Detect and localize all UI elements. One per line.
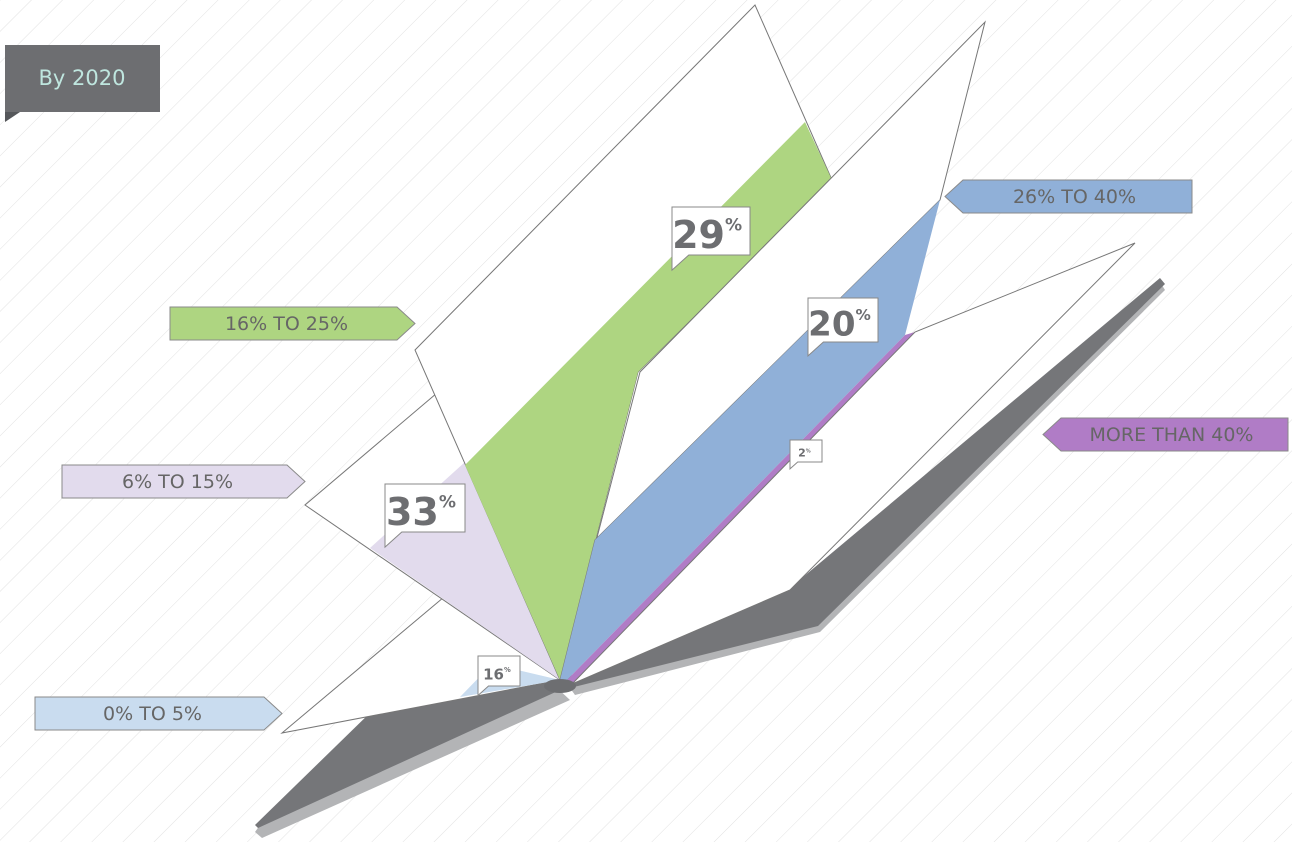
category-tag bbox=[1042, 417, 1289, 452]
value-unit: % bbox=[504, 666, 511, 674]
spine bbox=[544, 679, 576, 693]
category-label: 16% TO 25% bbox=[225, 313, 348, 335]
category-tag bbox=[61, 464, 306, 499]
badge bbox=[5, 45, 160, 112]
category-label: 0% TO 5% bbox=[103, 703, 202, 725]
value-label: 16% bbox=[483, 665, 511, 683]
labels: 0% TO 5% 6% TO 15% 16% TO 25% 26% TO 40% MOR… bbox=[34, 179, 1289, 731]
value-label: 33% bbox=[386, 489, 456, 533]
category-label: 26% TO 40% bbox=[1013, 186, 1136, 208]
value-unit: % bbox=[856, 306, 871, 324]
category-label: 6% TO 15% bbox=[122, 471, 233, 493]
value-number: 2 bbox=[798, 447, 806, 460]
value-number: 20 bbox=[808, 304, 855, 344]
value-unit: % bbox=[725, 215, 742, 235]
category-label: MORE THAN 40% bbox=[1090, 424, 1254, 446]
value-callout bbox=[384, 483, 466, 549]
value-unit: % bbox=[439, 492, 456, 512]
value-number: 29 bbox=[672, 212, 725, 256]
category-tag bbox=[34, 696, 283, 731]
value-callout bbox=[477, 655, 521, 697]
value-label: 2% bbox=[798, 447, 811, 460]
category-tag bbox=[169, 306, 416, 341]
wedge bbox=[565, 332, 915, 684]
value-callout bbox=[807, 297, 879, 357]
category-tag bbox=[944, 179, 1193, 214]
value-callout bbox=[789, 439, 823, 471]
value-number: 16 bbox=[483, 665, 504, 683]
value-label: 29% bbox=[672, 212, 742, 256]
value-unit: % bbox=[806, 448, 811, 454]
value-callout bbox=[671, 206, 751, 272]
value-number: 33 bbox=[386, 489, 439, 533]
cover-edge bbox=[255, 686, 570, 838]
badge-text: By 2020 bbox=[39, 66, 126, 90]
wedge bbox=[465, 122, 832, 680]
left-cover bbox=[255, 678, 560, 828]
value-label: 20% bbox=[808, 304, 871, 344]
